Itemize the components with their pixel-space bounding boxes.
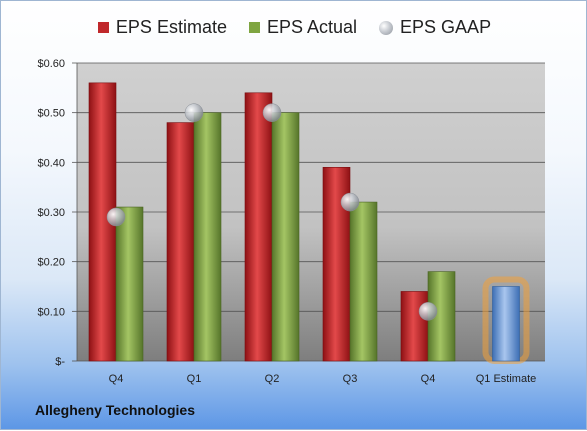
legend-label-actual: EPS Actual xyxy=(266,17,358,37)
legend-swatch-actual xyxy=(248,22,260,33)
legend-item-estimate: EPS Estimate xyxy=(97,17,227,38)
bar-eps-estimate xyxy=(166,122,195,362)
legend-swatch-estimate xyxy=(97,22,109,33)
y-tick-label: $0.60 xyxy=(37,58,65,70)
gridlines xyxy=(77,62,545,362)
bar-eps-actual xyxy=(115,206,144,362)
x-tick-label: Q4 xyxy=(421,373,436,385)
y-tick-label: $- xyxy=(55,356,65,368)
x-tick-label: Q3 xyxy=(343,373,358,385)
y-tick-label: $0.20 xyxy=(37,257,65,269)
bar-eps-estimate xyxy=(400,291,429,362)
y-tick-label: $0.30 xyxy=(37,207,65,219)
y-tick-label: $0.10 xyxy=(37,306,65,318)
point-eps-gaap xyxy=(106,207,126,227)
point-eps-gaap xyxy=(184,103,204,122)
point-eps-gaap xyxy=(340,192,360,212)
y-axis-ticks: $- $0.10 $0.20 $0.30 $0.40 $0.50 $0.60 xyxy=(37,58,78,368)
bar-eps-actual xyxy=(271,112,300,362)
legend-item-actual: EPS Actual xyxy=(248,17,358,38)
x-tick-label: Q1 xyxy=(187,373,202,385)
y-tick-label: $0.40 xyxy=(37,157,65,169)
x-axis-ticks: Q4 Q1 Q2 Q3 Q4 Q1 Estimate xyxy=(109,373,537,385)
x-tick-label: Q1 Estimate xyxy=(476,373,537,385)
x-tick-label: Q2 xyxy=(265,373,280,385)
bar-eps-actual xyxy=(349,201,378,362)
point-eps-gaap xyxy=(418,302,438,321)
bar-eps-actual xyxy=(193,112,222,362)
legend-swatch-gaap xyxy=(379,20,394,35)
company-name: Allegheny Technologies xyxy=(35,402,195,418)
x-tick-label: Q4 xyxy=(109,373,124,385)
legend-label-gaap: EPS GAAP xyxy=(400,17,492,37)
legend-label-estimate: EPS Estimate xyxy=(115,17,227,37)
legend: EPS Estimate EPS Actual EPS GAAP xyxy=(1,17,587,38)
bar-q1-estimate xyxy=(492,286,520,362)
y-tick-label: $0.50 xyxy=(37,108,65,120)
point-eps-gaap xyxy=(262,103,282,122)
bar-eps-estimate xyxy=(244,92,273,362)
legend-item-gaap: EPS GAAP xyxy=(379,17,491,38)
gaap-points xyxy=(106,103,438,321)
